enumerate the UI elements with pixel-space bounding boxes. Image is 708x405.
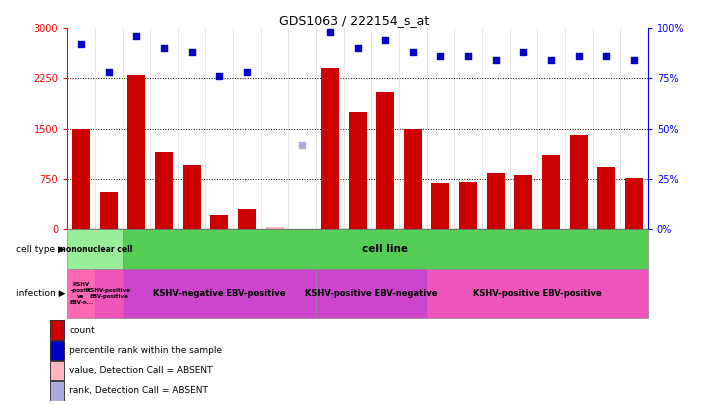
Bar [50,320,64,340]
Bar [183,165,200,229]
Point [379,37,391,44]
Point [76,41,87,48]
Bar [67,269,95,318]
Bar [266,227,284,229]
Point [297,141,308,148]
Bar [404,129,422,229]
Text: infection ▶: infection ▶ [16,289,65,298]
Bar [50,381,64,401]
Point [518,49,529,55]
Point [131,33,142,40]
Text: percentile rank within the sample: percentile rank within the sample [69,346,222,355]
Bar [348,112,367,229]
Bar [598,167,615,229]
Bar [316,269,427,318]
Bar [376,92,394,229]
Point [352,45,363,51]
Point [159,45,170,51]
Text: KSHV
-positi
ve
EBV-n...: KSHV -positi ve EBV-n... [69,282,93,305]
Bar [127,75,145,229]
Bar [570,135,588,229]
Point [407,49,418,55]
Text: GDS1063 / 222154_s_at: GDS1063 / 222154_s_at [279,14,429,27]
Bar [122,269,316,318]
Point [490,57,501,64]
Text: cell type ▶: cell type ▶ [16,245,65,254]
Bar [427,269,648,318]
Text: mononuclear cell: mononuclear cell [58,245,132,254]
Bar [431,183,450,229]
Point [545,57,556,64]
Bar [50,341,64,360]
Point [241,69,253,76]
Text: KSHV-positive EBV-negative: KSHV-positive EBV-negative [305,289,438,298]
Bar [238,209,256,229]
Point [435,53,446,60]
Point [186,49,198,55]
Text: KSHV-negative EBV-positive: KSHV-negative EBV-positive [153,289,285,298]
Bar [155,152,173,229]
Bar [95,269,122,318]
Bar [100,192,118,229]
Point [573,53,584,60]
Bar [72,129,90,229]
Point [103,69,115,76]
Bar [321,68,339,229]
Text: count: count [69,326,95,335]
Point [462,53,474,60]
Text: cell line: cell line [362,244,409,254]
Bar [459,182,477,229]
Point [214,73,225,80]
Bar [515,175,532,229]
Text: KSHV-positive
EBV-positive: KSHV-positive EBV-positive [86,288,131,299]
Point [324,29,336,36]
Text: rank, Detection Call = ABSENT: rank, Detection Call = ABSENT [69,386,208,395]
Bar [210,215,228,229]
Bar [625,178,643,229]
Bar [50,361,64,380]
Bar [487,173,505,229]
Bar [67,229,122,269]
Bar [542,155,560,229]
Text: value, Detection Call = ABSENT: value, Detection Call = ABSENT [69,366,212,375]
Point [628,57,639,64]
Point [600,53,612,60]
Text: KSHV-positive EBV-positive: KSHV-positive EBV-positive [473,289,602,298]
